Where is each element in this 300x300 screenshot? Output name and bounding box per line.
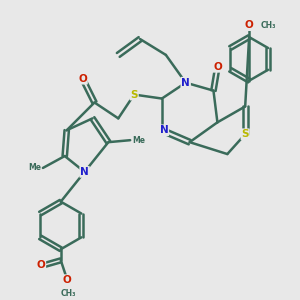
Text: O: O bbox=[245, 20, 254, 30]
Text: O: O bbox=[37, 260, 45, 270]
Text: Me: Me bbox=[132, 136, 145, 145]
Text: N: N bbox=[80, 167, 89, 177]
Text: N: N bbox=[181, 78, 190, 88]
Text: O: O bbox=[62, 275, 71, 285]
Text: CH₃: CH₃ bbox=[261, 21, 277, 30]
Text: S: S bbox=[130, 90, 138, 100]
Text: O: O bbox=[78, 74, 87, 84]
Text: Me: Me bbox=[28, 164, 41, 172]
Text: CH₃: CH₃ bbox=[61, 289, 76, 298]
Text: S: S bbox=[242, 129, 249, 139]
Text: O: O bbox=[213, 62, 222, 72]
Text: N: N bbox=[160, 125, 168, 135]
